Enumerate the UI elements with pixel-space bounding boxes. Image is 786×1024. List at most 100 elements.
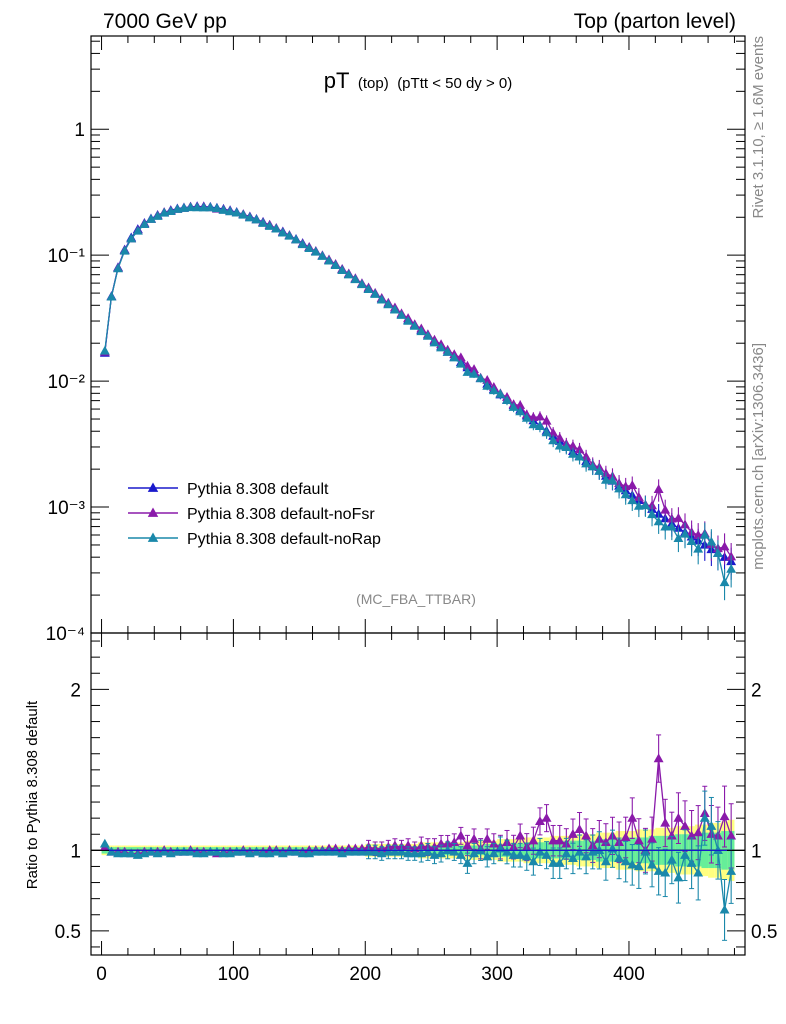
ratio-marker-norap [541,849,552,859]
marker-norap [211,203,222,213]
ratio-marker-norap [581,851,592,861]
marker-norap [370,288,381,298]
ratio-marker-nofsr [647,833,657,843]
rivet-label: Rivet 3.1.10, ≥ 1.6M events [750,36,767,219]
marker-norap [198,202,209,212]
marker-norap [284,230,295,240]
ratio-marker-nofsr [693,827,704,837]
ratio-marker-norap [620,856,631,866]
marker-norap [409,320,420,330]
ratio-marker-norap [172,846,183,856]
ratio-marker-norap [706,821,717,830]
marker-norap [146,214,156,223]
ratio-marker-norap [357,846,367,856]
marker-norap [502,395,512,405]
plot-title: pT (top) (pTtt < 50 dy > 0) [324,68,513,93]
series-line-norap [104,206,732,585]
ratio-marker-norap [726,866,737,875]
ratio-marker-norap [113,848,123,858]
marker-nofsr [719,541,730,551]
ratio-marker-norap [396,846,407,856]
ratio-marker-norap [600,856,611,866]
ratio-marker-norap [442,845,453,854]
marker-nofsr [469,364,479,373]
ratio-series-norap [99,790,737,941]
ratio-marker-nofsr [455,830,466,840]
marker-norap [581,458,592,468]
marker-norap [541,427,552,437]
marker-nofsr [627,480,638,489]
ratio-marker-nofsr [574,824,585,834]
marker-nofsr [567,440,578,450]
marker-norap [297,239,308,249]
ratio-axes: 0.5 0.5 1 1 2 2 0 100 200 300 400 [55,632,777,985]
ratio-marker-nofsr [515,830,526,840]
marker-norap [475,373,486,383]
ratio-marker-nofsr [554,835,565,845]
plot-title-sub2: (pTtt < 50 dy > 0) [397,75,512,92]
ratio-marker-norap [561,848,572,858]
marker-norap [99,345,110,355]
marker-norap [488,385,499,395]
ratio-marker-nofsr [462,840,473,850]
ratio-marker-norap [660,867,671,877]
main-ytick-label: 1 [74,120,85,141]
ratio-marker-norap [449,846,460,856]
main-panel: 110⁻¹10⁻²10⁻³10⁻⁴ Pythia 8.308 defaultPy… [46,35,746,645]
marker-norap [185,202,196,212]
ratio-ytick-label-right: 1 [751,841,762,862]
marker-norap [515,406,526,416]
marker-norap [719,577,730,587]
ratio-marker-norap [238,846,249,856]
legend-label: Pythia 8.308 default [187,481,329,498]
main-ytick-label: 10⁻³ [48,498,86,519]
ratio-marker-norap [324,846,334,856]
marker-norap [350,274,361,284]
ratio-marker-nofsr [548,835,559,845]
marker-nofsr [515,400,526,409]
ratio-xtick-label: 200 [349,964,381,985]
marker-norap [389,304,400,314]
marker-norap [436,342,447,352]
marker-nofsr [528,412,539,422]
ratio-ytick-label-left: 0.5 [55,922,81,943]
ratio-marker-norap [574,846,585,856]
ratio-marker-norap [422,846,433,856]
ratio-panel: 0.5 0.5 1 1 2 2 0 100 200 300 400 [55,632,777,985]
main-ytick-label: 10⁻¹ [48,246,86,267]
ratio-marker-nofsr [627,812,638,822]
ratio-xtick-label: 0 [96,964,107,985]
ratio-marker-norap [614,853,625,863]
ratio-marker-nofsr [660,817,671,827]
marker-norap [666,521,677,531]
marker-norap [614,483,625,493]
legend-swatch-marker [147,507,159,517]
marker-norap [337,265,348,275]
marker-norap [574,451,585,461]
marker-norap [205,202,216,212]
ratio-marker-nofsr [666,830,677,840]
marker-norap [218,205,229,214]
ratio-marker-norap [383,846,394,856]
ratio-marker-norap [185,846,196,856]
marker-nofsr [660,504,671,514]
ratio-ytick-label-right: 2 [751,680,762,701]
marker-norap [469,368,479,378]
marker-nofsr [673,512,684,522]
marker-norap [699,529,710,539]
ratio-ytick-label-right: 0.5 [751,922,777,943]
marker-norap [225,206,236,216]
marker-nofsr [554,432,565,442]
ratio-marker-norap [409,848,420,858]
marker-norap [132,225,143,235]
ratio-marker-norap [521,851,532,861]
marker-norap [482,380,493,390]
ratio-marker-norap [554,858,565,867]
ratio-marker-norap [462,858,473,867]
header-left: 7000 GeV pp [103,10,227,33]
marker-norap [277,227,288,237]
ratio-marker-norap [482,851,493,861]
ratio-marker-norap [310,846,321,856]
marker-norap [291,234,301,244]
marker-norap [376,294,387,304]
